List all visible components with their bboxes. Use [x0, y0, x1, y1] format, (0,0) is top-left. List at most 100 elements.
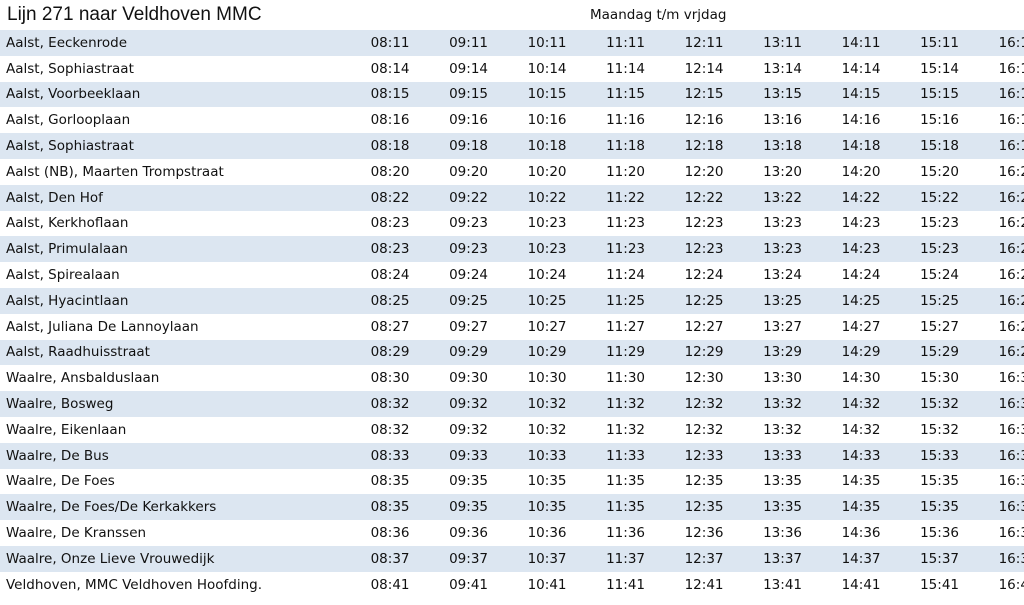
departure-time: 12:23: [645, 236, 724, 263]
stop-name: Aalst, Spirealaan: [6, 267, 120, 284]
departure-time: 15:33: [880, 442, 959, 469]
departure-time: 12:32: [684, 421, 724, 438]
table-row: Aalst (NB), Maarten Trompstraat 08:20 09:2…: [0, 159, 1024, 185]
departure-time: 08:33: [331, 442, 410, 469]
departure-time: 08:23: [370, 215, 410, 232]
page-title: Lijn 271 naar Veldhoven MMC: [7, 4, 262, 25]
departure-time: 11:23: [606, 215, 645, 232]
departure-time: 12:22: [645, 184, 724, 211]
stop-name: Aalst, Den Hof: [0, 184, 331, 211]
table-row: Aalst, Sophiastraat 08:14 09:14 10:14 11:14 1…: [0, 56, 1024, 82]
departure-time: 11:16: [606, 112, 645, 129]
departure-time: 10:27: [527, 318, 567, 335]
departure-time: 11:30: [606, 370, 645, 387]
departure-time: 11:32: [606, 421, 645, 438]
table-row: Aalst, Hyacintlaan 08:25 09:25 10:25 11:25 12…: [0, 287, 1024, 314]
departure-time: 16:27: [998, 318, 1024, 335]
departure-time: 08:30: [370, 370, 410, 387]
departure-time: 08:20: [370, 163, 410, 180]
departure-time: 10:37: [488, 545, 567, 572]
departure-time: 16:37: [959, 545, 1024, 572]
departure-time: 12:20: [684, 163, 724, 180]
departure-time: 12:32: [645, 391, 724, 417]
table-row: Aalst, Gorlooplaan 08:16 09:16 10:16 11:16 12…: [0, 107, 1024, 133]
departure-time: 14:16: [841, 112, 881, 129]
table-row: Aalst, Sophiastraat 08:18 09:18 10:18 11:18 1…: [0, 133, 1024, 159]
departure-time: 11:29: [566, 339, 645, 366]
departure-time: 10:30: [527, 370, 567, 387]
departure-time: 16:30: [998, 370, 1024, 387]
departure-time: 08:27: [370, 318, 410, 335]
departure-time: 10:24: [527, 267, 567, 284]
departure-time: 16:16: [998, 112, 1024, 129]
departure-time: 14:11: [802, 30, 881, 56]
departure-time: 12:23: [684, 215, 724, 232]
departure-time: 09:23: [449, 215, 488, 232]
departure-time: 14:24: [841, 267, 881, 284]
table-row: Waalre, Ansbalduslaan 08:30 09:30 10:30 11:3…: [0, 365, 1024, 391]
departure-time: 09:37: [409, 545, 488, 572]
departure-time: 13:22: [723, 184, 802, 211]
departure-time: 13:41: [763, 576, 802, 593]
departure-time: 14:15: [802, 81, 881, 108]
departure-time: 12:41: [684, 576, 724, 593]
departure-time: 13:15: [723, 81, 802, 108]
stop-name: Waalre, Ansbalduslaan: [6, 370, 160, 387]
departure-time: 13:23: [723, 236, 802, 263]
departure-time: 15:22: [880, 184, 959, 211]
departure-time: 09:41: [449, 576, 488, 593]
table-row: Aalst, Eeckenrode 08:11 09:11 10:11 11:11 12:…: [0, 30, 1024, 56]
table-row: Aalst, Kerkhoflaan 08:23 09:23 10:23 11:23 12…: [0, 211, 1024, 237]
departure-time: 15:37: [880, 545, 959, 572]
departure-time: 10:22: [488, 184, 567, 211]
stop-name: Aalst, Juliana De Lannoylaan: [6, 318, 199, 335]
table-row: Aalst, Den Hof 08:22 09:22 10:22 11:22 12:22 1…: [0, 184, 1024, 211]
departure-time: 12:24: [684, 267, 724, 284]
departure-time: 13:11: [723, 30, 802, 56]
departure-time: 14:32: [802, 391, 881, 417]
departure-time: 10:16: [527, 112, 567, 129]
departure-time: 12:37: [645, 545, 724, 572]
departure-time: 11:14: [606, 60, 645, 77]
departure-time: 13:20: [763, 163, 802, 180]
table-row: Aalst, Voorbeeklaan 08:15 09:15 10:15 11:15 1…: [0, 81, 1024, 108]
departure-time: 08:32: [331, 391, 410, 417]
departure-time: 12:15: [645, 81, 724, 108]
stop-name: Waalre, De Foes/De Kerkakkers: [0, 494, 331, 521]
service-days-label: Maandag t/m vrjdag: [590, 7, 727, 23]
departure-time: 13:16: [763, 112, 802, 129]
stop-name: Aalst, Raadhuisstraat: [0, 339, 331, 366]
departure-time: 14:32: [841, 421, 881, 438]
departure-time: 11:24: [606, 267, 645, 284]
departure-time: 13:18: [723, 133, 802, 159]
departure-time: 13:29: [723, 339, 802, 366]
departure-time: 08:35: [370, 473, 410, 490]
departure-time: 09:16: [449, 112, 488, 129]
departure-time: 12:35: [645, 494, 724, 521]
departure-time: 09:33: [409, 442, 488, 469]
departure-time: 08:18: [331, 133, 410, 159]
departure-time: 15:11: [880, 30, 959, 56]
stop-name: Aalst (NB), Maarten Trompstraat: [6, 163, 224, 180]
departure-time: 16:24: [998, 267, 1024, 284]
stop-name: Aalst, Primulalaan: [0, 236, 331, 263]
departure-time: 14:23: [841, 215, 881, 232]
departure-time: 10:23: [488, 236, 567, 263]
stop-name: Waalre, De Foes: [6, 473, 115, 490]
departure-time: 10:33: [488, 442, 567, 469]
departure-time: 09:11: [409, 30, 488, 56]
departure-time: 09:32: [409, 391, 488, 417]
departure-time: 10:15: [488, 81, 567, 108]
table-row: Waalre, De Bus 08:33 09:33 10:33 11:33 12:33 1…: [0, 442, 1024, 469]
departure-time: 10:25: [488, 287, 567, 314]
departure-time: 14:29: [802, 339, 881, 366]
departure-time: 11:20: [606, 163, 645, 180]
departure-time: 14:41: [841, 576, 881, 593]
departure-time: 14:27: [841, 318, 881, 335]
departure-time: 11:33: [566, 442, 645, 469]
departure-time: 08:14: [370, 60, 410, 77]
departure-time: 13:27: [763, 318, 802, 335]
departure-time: 08:24: [370, 267, 410, 284]
departure-time: 10:32: [527, 421, 567, 438]
table-row: Waalre, De Kranssen 08:36 09:36 10:36 11:36 1…: [0, 520, 1024, 546]
